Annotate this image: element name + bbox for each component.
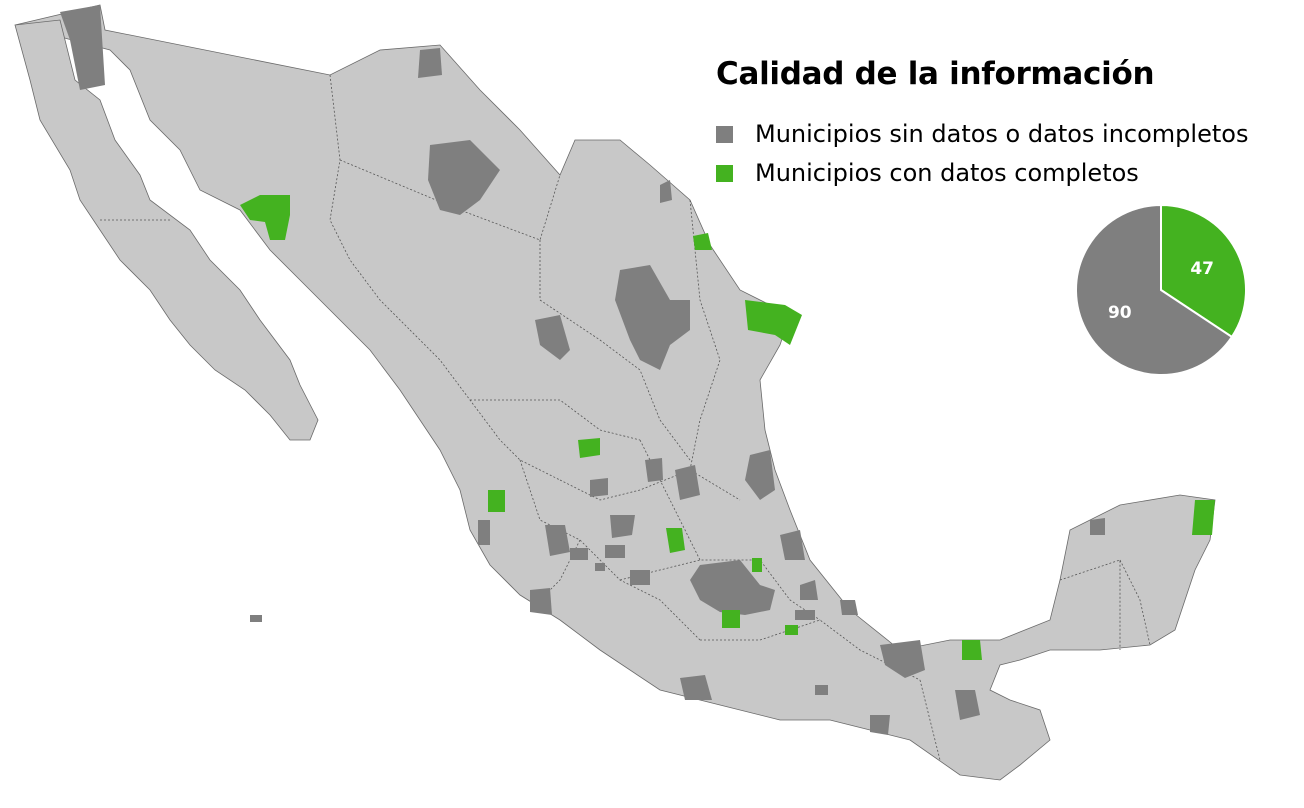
legend-title: Calidad de la información: [716, 56, 1155, 92]
pie-label-0: 47: [1190, 259, 1214, 279]
baja-california: [14, 19, 319, 441]
mexico-mainland: [14, 4, 1216, 781]
legend-item-con-datos: Municipios con datos completos: [716, 159, 1139, 187]
legend-item-sin-datos: Municipios sin datos o datos incompletos: [716, 120, 1248, 148]
municipios-sin-datos: [60, 5, 1105, 735]
legend-swatch-gray: [716, 125, 733, 143]
municipios-con-datos: [240, 195, 1215, 660]
pie-label-1: 90: [1108, 303, 1132, 323]
pie-chart: 47 90: [1075, 203, 1247, 376]
pie-slice-1: [1075, 203, 1234, 376]
legend-swatch-green: [716, 164, 733, 182]
legend-label-sin-datos: Municipios sin datos o datos incompletos: [755, 120, 1249, 148]
legend-label-con-datos: Municipios con datos completos: [755, 159, 1139, 187]
